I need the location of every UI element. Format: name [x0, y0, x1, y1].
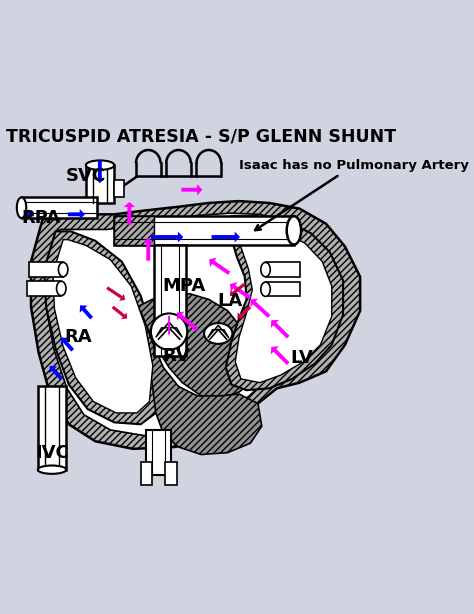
- Polygon shape: [156, 322, 182, 337]
- Bar: [21, 197, 97, 218]
- Ellipse shape: [261, 262, 270, 277]
- Polygon shape: [44, 231, 160, 424]
- Polygon shape: [44, 213, 339, 435]
- Bar: [265, 282, 300, 297]
- Polygon shape: [53, 239, 153, 413]
- Bar: [38, 386, 66, 470]
- Circle shape: [151, 313, 187, 350]
- Polygon shape: [118, 311, 262, 454]
- Bar: [165, 462, 177, 485]
- Text: IVC: IVC: [35, 444, 69, 462]
- Bar: [86, 165, 114, 203]
- Polygon shape: [208, 325, 229, 338]
- Ellipse shape: [56, 281, 66, 296]
- Polygon shape: [226, 216, 343, 391]
- Ellipse shape: [261, 282, 270, 297]
- Polygon shape: [235, 228, 332, 383]
- Text: MPA: MPA: [163, 277, 206, 295]
- Ellipse shape: [204, 323, 232, 344]
- Text: Isaac has no Pulmonary Artery: Isaac has no Pulmonary Artery: [239, 158, 469, 230]
- Text: RV: RV: [163, 347, 191, 365]
- Bar: [146, 430, 171, 475]
- Ellipse shape: [38, 465, 66, 474]
- Ellipse shape: [86, 160, 114, 170]
- Bar: [114, 181, 124, 197]
- Ellipse shape: [287, 216, 301, 244]
- Ellipse shape: [58, 262, 68, 277]
- Bar: [114, 216, 294, 244]
- Text: RPA: RPA: [21, 209, 60, 227]
- Bar: [27, 281, 61, 296]
- Bar: [141, 462, 152, 485]
- Ellipse shape: [17, 197, 26, 218]
- Text: SVC: SVC: [66, 168, 106, 185]
- Bar: [154, 244, 186, 356]
- Polygon shape: [31, 201, 360, 449]
- Polygon shape: [137, 293, 256, 398]
- Bar: [114, 216, 154, 244]
- Text: TRICUSPID ATRESIA - S/P GLENN SHUNT: TRICUSPID ATRESIA - S/P GLENN SHUNT: [6, 127, 396, 146]
- Bar: [29, 262, 63, 277]
- Text: RA: RA: [64, 328, 92, 346]
- Text: LV: LV: [290, 349, 313, 367]
- Text: LA: LA: [217, 292, 242, 310]
- Bar: [265, 262, 300, 277]
